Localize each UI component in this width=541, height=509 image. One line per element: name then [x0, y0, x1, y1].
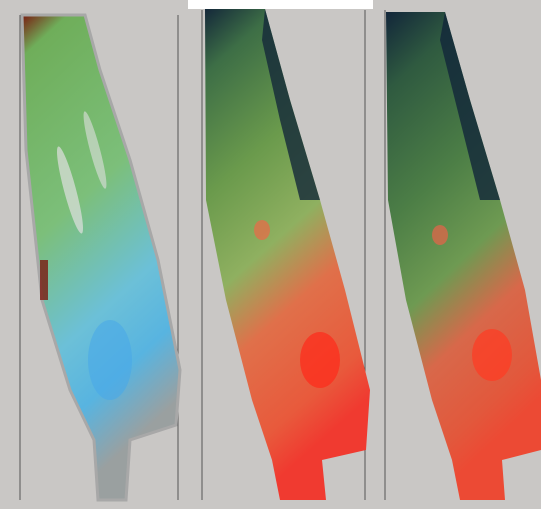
map-region [254, 220, 270, 240]
map-panels [0, 0, 541, 509]
map-region [300, 332, 340, 388]
page [0, 0, 541, 509]
map-region [432, 225, 448, 245]
map-region [40, 260, 48, 300]
map-region [88, 320, 132, 400]
map-region [472, 329, 512, 381]
top-strip [188, 0, 373, 9]
